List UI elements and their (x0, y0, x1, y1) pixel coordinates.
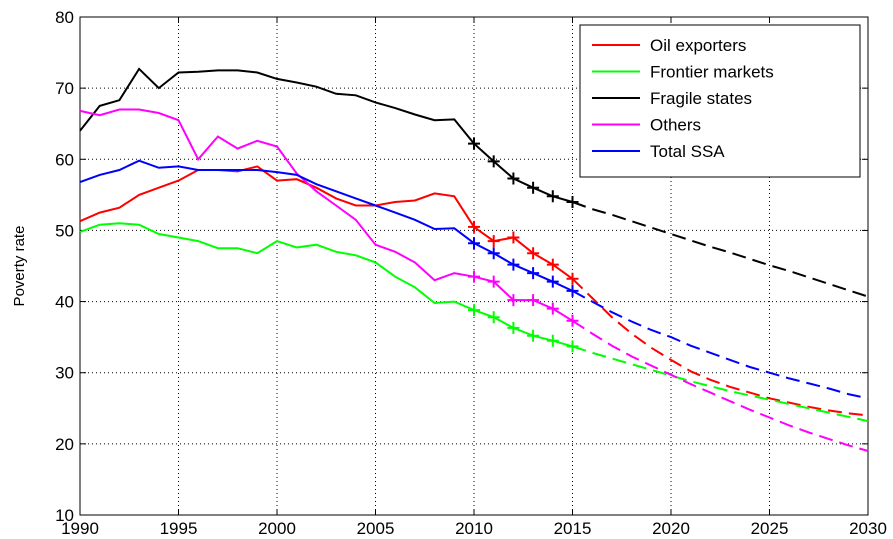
legend-label: Fragile states (650, 89, 752, 108)
y-tick-label: 10 (55, 506, 74, 525)
marker (487, 247, 500, 260)
legend-label: Oil exporters (650, 36, 746, 55)
marker (507, 172, 520, 185)
marker (507, 231, 520, 244)
marker (468, 137, 480, 150)
legend-label: Total SSA (650, 142, 725, 161)
marker (507, 321, 520, 334)
marker (487, 275, 500, 288)
marker (468, 237, 480, 250)
x-tick-label: 2025 (751, 519, 789, 538)
y-axis-label: Poverty rate (11, 226, 28, 307)
series-line-projection (572, 345, 869, 423)
marker (546, 258, 559, 271)
series-line (79, 67, 573, 203)
marker (566, 195, 579, 208)
marker (527, 329, 540, 342)
marker (566, 314, 579, 327)
marker (468, 270, 480, 283)
y-tick-label: 30 (55, 364, 74, 383)
marker (546, 190, 559, 203)
x-tick-label: 2010 (455, 519, 493, 538)
series-line-projection (572, 201, 869, 298)
y-tick-label: 70 (55, 79, 74, 98)
series-line (79, 222, 573, 348)
axes-box (79, 16, 869, 516)
marker (507, 294, 520, 307)
marker (507, 258, 520, 271)
x-tick-label: 2030 (849, 519, 887, 538)
marker (487, 311, 500, 324)
marker (527, 294, 540, 307)
marker (566, 284, 579, 297)
marker (487, 235, 500, 248)
y-tick-label: 20 (55, 435, 74, 454)
y-tick-label: 60 (55, 150, 74, 169)
x-tick-label: 2005 (357, 519, 395, 538)
marker (487, 155, 500, 168)
marker (527, 247, 540, 260)
legend-label: Frontier markets (650, 63, 774, 82)
x-tick-label: 2000 (258, 519, 296, 538)
marker (546, 302, 559, 315)
y-tick-label: 80 (55, 8, 74, 27)
marker (546, 334, 559, 347)
x-tick-label: 1995 (160, 519, 198, 538)
series-line (79, 165, 574, 280)
y-tick-label: 40 (55, 293, 74, 312)
marker (546, 275, 559, 288)
legend-label: Others (650, 116, 701, 135)
marker (468, 304, 480, 317)
series-line-projection (571, 278, 869, 417)
marker (527, 267, 540, 280)
series-line-projection (572, 290, 869, 400)
marker (566, 340, 579, 353)
marker (566, 272, 579, 285)
x-tick-label: 1990 (61, 519, 99, 538)
x-tick-label: 2015 (554, 519, 592, 538)
marker (468, 220, 480, 233)
y-tick-label: 50 (55, 221, 74, 240)
marker (527, 181, 540, 194)
series-line (79, 159, 573, 292)
x-tick-label: 2020 (652, 519, 690, 538)
